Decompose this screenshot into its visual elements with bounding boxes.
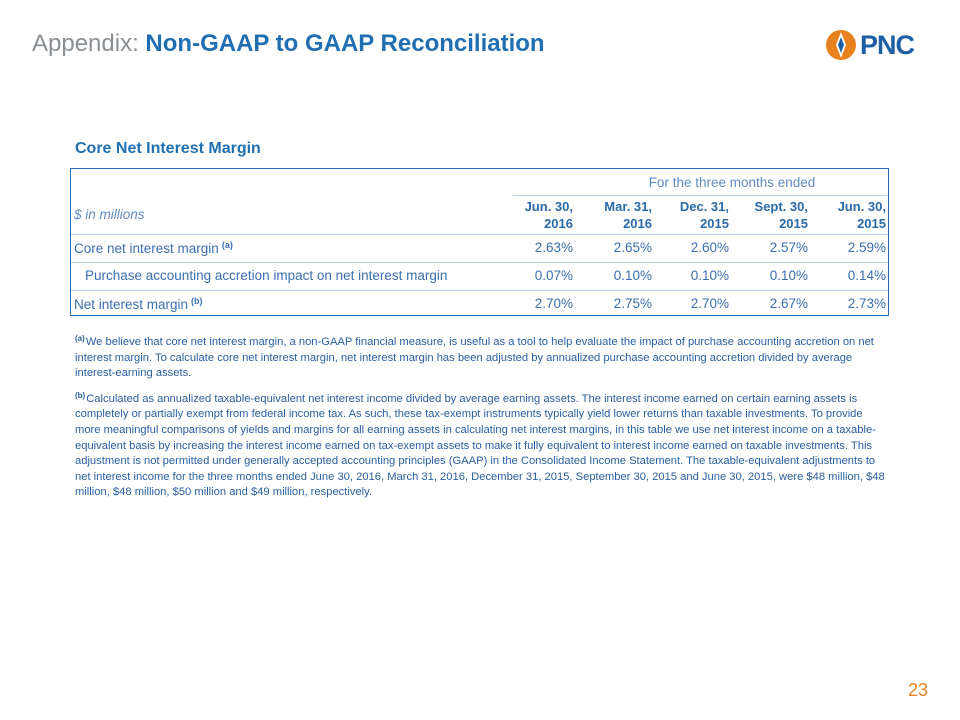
row-divider	[71, 290, 888, 291]
table-cell: 2.70%	[534, 296, 573, 311]
section-title: Core Net Interest Margin	[75, 140, 261, 157]
pnc-logo: PNC	[824, 28, 915, 62]
table-cell: 2.57%	[769, 240, 808, 255]
row-label: Core net interest margin (a)	[74, 240, 233, 256]
header-divider	[513, 195, 887, 196]
table-cell: 2.60%	[690, 240, 729, 255]
title-main: Non-GAAP to GAAP Reconciliation	[145, 30, 545, 57]
table-cell: 0.10%	[613, 268, 652, 283]
title-prefix: Appendix:	[32, 30, 139, 57]
footnote-b: (b)Calculated as annualized taxable-equi…	[75, 390, 885, 499]
pnc-mark-icon	[826, 30, 856, 60]
period-caption: For the three months ended	[648, 175, 816, 190]
footnote-a: (a)We believe that core net interest mar…	[75, 334, 874, 380]
table-cell: 2.75%	[613, 296, 652, 311]
row-label: Net interest margin (b)	[74, 296, 203, 312]
table-cell: 2.67%	[769, 296, 808, 311]
page-number: 23	[907, 680, 928, 700]
column-header: Jun. 30, 2016	[524, 199, 573, 231]
table-cell: 2.73%	[847, 296, 886, 311]
units-label: $ in millions	[74, 207, 145, 222]
table-cell: 2.70%	[690, 296, 729, 311]
column-header: Jun. 30, 2015	[837, 199, 886, 231]
table-cell: 2.65%	[613, 240, 652, 255]
table-cell: 0.14%	[847, 268, 886, 283]
column-header: Dec. 31, 2015	[679, 199, 729, 231]
column-header: Sept. 30, 2015	[754, 199, 808, 231]
table-cell: 0.10%	[690, 268, 729, 283]
column-header: Mar. 31, 2016	[604, 199, 652, 231]
table-cell: 0.07%	[534, 268, 573, 283]
reconciliation-table: For the three months ended $ in millions…	[70, 168, 889, 316]
row-divider	[71, 262, 888, 263]
logo-wordmark: PNC	[860, 29, 915, 60]
table-cell: 2.59%	[847, 240, 886, 255]
row-label: Purchase accounting accretion impact on …	[85, 268, 448, 283]
table-cell: 2.63%	[534, 240, 573, 255]
footnotes: (a)We believe that core net interest mar…	[75, 331, 887, 507]
table-cell: 0.10%	[769, 268, 808, 283]
page-title: Appendix: Non-GAAP to GAAP Reconciliatio…	[32, 30, 545, 58]
row-divider	[71, 234, 888, 235]
